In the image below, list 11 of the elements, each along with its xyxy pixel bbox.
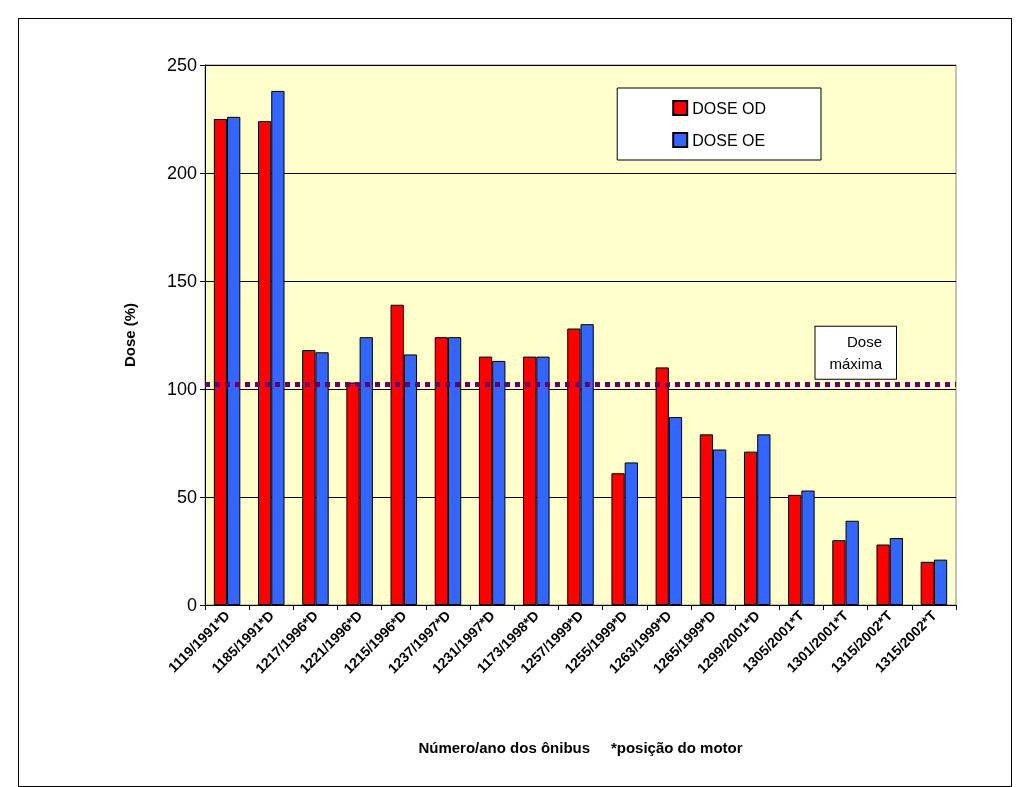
- y-tick-label: 150: [166, 271, 197, 291]
- y-tick-label: 200: [166, 163, 197, 183]
- ref-line-label: Dose máxima: [829, 333, 883, 373]
- y-tick-label: 0: [186, 595, 197, 615]
- y-tick-label: 50: [176, 487, 197, 507]
- x-axis-title: Número/ano dos ônibus *posição do motor: [418, 739, 743, 756]
- legend-label: DOSE OD: [692, 99, 767, 117]
- legend-label: DOSE OE: [692, 131, 766, 149]
- y-tick-label: 100: [166, 379, 197, 399]
- y-axis-title: Dose (%): [121, 302, 138, 368]
- y-tick-label: 250: [166, 55, 197, 75]
